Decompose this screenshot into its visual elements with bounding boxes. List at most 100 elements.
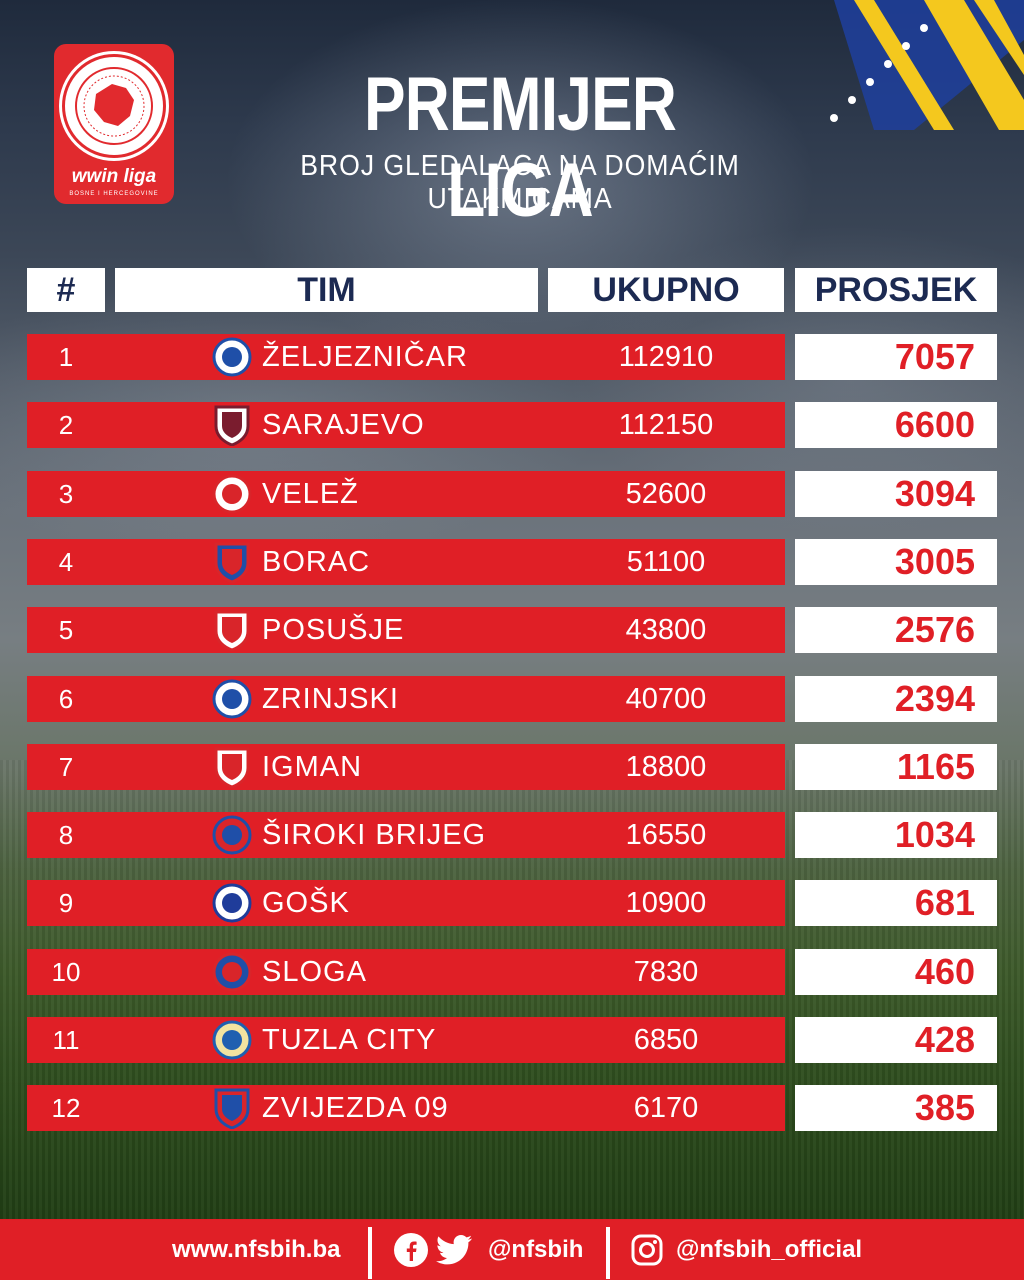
table-row: 9 GOŠK 10900 681 [0, 880, 1024, 926]
zrinjski-crest-icon [210, 677, 254, 721]
rank-cell: 10 [51, 957, 81, 987]
team-cell: ŠIROKI BRIJEG [210, 812, 486, 858]
row-background [27, 949, 785, 995]
page-title: PREMIJER LIGA [363, 62, 677, 233]
column-header-team: TIM [115, 268, 538, 312]
total-cell: 52600 [625, 478, 707, 510]
row-background [27, 471, 785, 517]
average-value: 385 [914, 1087, 975, 1128]
team-name: POSUŠJE [262, 614, 405, 646]
average-value: 428 [914, 1019, 975, 1060]
average-cell: 460 [795, 949, 997, 995]
rank-cell: 12 [51, 1093, 81, 1123]
posusje-crest-icon [210, 608, 254, 652]
table-row: 4 BORAC 51100 3005 [0, 539, 1024, 585]
footer-divider [368, 1227, 372, 1279]
average-cell: 6600 [795, 402, 997, 448]
logo-wordmark: wwin liga [71, 166, 157, 187]
row-background [27, 1017, 785, 1063]
average-cell: 681 [795, 880, 997, 926]
team-cell: IGMAN [210, 744, 362, 790]
team-name: IGMAN [262, 751, 363, 783]
team-name: ZRINJSKI [262, 683, 399, 715]
team-name: BORAC [262, 546, 371, 578]
average-cell: 7057 [795, 334, 997, 380]
average-value: 2576 [894, 609, 975, 650]
rank-cell: 6 [58, 684, 74, 714]
twitter-icon[interactable] [434, 1233, 474, 1267]
row-background [27, 607, 785, 653]
average-cell: 3094 [795, 471, 997, 517]
team-cell: VELEŽ [210, 471, 359, 517]
total-cell: 6170 [633, 1092, 699, 1124]
average-value: 1165 [896, 746, 975, 787]
average-cell: 385 [795, 1085, 997, 1131]
row-background [27, 676, 785, 722]
instagram-icon[interactable] [630, 1233, 664, 1267]
table-row: 7 IGMAN 18800 1165 [0, 744, 1024, 790]
team-name: SLOGA [262, 956, 367, 988]
table-row: 6 ZRINJSKI 40700 2394 [0, 676, 1024, 722]
total-cell: 40700 [625, 683, 707, 715]
igman-crest-icon [210, 745, 254, 789]
column-header-rank: # [27, 268, 105, 312]
total-cell: 112910 [618, 341, 714, 373]
team-name: ZVIJEZDA 09 [262, 1092, 449, 1124]
average-value: 2394 [894, 678, 975, 719]
team-cell: GOŠK [210, 880, 350, 926]
sarajevo-crest-icon [210, 403, 254, 447]
row-background [27, 334, 785, 380]
instagram-handle[interactable]: @nfsbih_official [676, 1236, 863, 1263]
total-cell: 112150 [618, 409, 714, 441]
average-cell: 3005 [795, 539, 997, 585]
league-emblem-icon [62, 54, 166, 158]
team-name: TUZLA CITY [262, 1024, 437, 1056]
column-header-average: PROSJEK [795, 268, 997, 312]
flag-decoration [830, 0, 1024, 130]
table-row: 11 TUZLA CITY 6850 428 [0, 1017, 1024, 1063]
average-cell: 428 [795, 1017, 997, 1063]
footer-divider [606, 1227, 610, 1279]
social-links: @nfsbih [394, 1219, 583, 1280]
rank-cell: 5 [58, 615, 74, 645]
average-cell: 2394 [795, 676, 997, 722]
rank-cell: 8 [58, 820, 74, 850]
team-cell: ZRINJSKI [210, 676, 399, 722]
borac-crest-icon [210, 540, 254, 584]
column-header-total: UKUPNO [548, 268, 784, 312]
total-cell: 10900 [625, 887, 707, 919]
team-cell: ZVIJEZDA 09 [210, 1085, 449, 1131]
logo-subtext: BOSNE I HERCEGOVINE [69, 191, 159, 197]
team-name: VELEŽ [262, 478, 359, 510]
table-row: 2 SARAJEVO 112150 6600 [0, 402, 1024, 448]
row-background [27, 812, 785, 858]
social-handle[interactable]: @nfsbih [488, 1236, 584, 1263]
total-cell: 51100 [626, 546, 706, 578]
page-subtitle: BROJ GLEDALACA NA DOMAĆIM UTAKMICAMA [300, 150, 740, 215]
total-cell: 7830 [633, 956, 699, 988]
average-cell: 1034 [795, 812, 997, 858]
rank-cell: 2 [58, 410, 74, 440]
team-name: GOŠK [262, 887, 350, 919]
average-value: 7057 [894, 336, 975, 377]
sloga-crest-icon [210, 950, 254, 994]
rank-cell: 9 [58, 888, 74, 918]
average-value: 460 [914, 951, 975, 992]
team-name: ŽELJEZNIČAR [262, 341, 468, 373]
team-cell: POSUŠJE [210, 607, 404, 653]
average-value: 3005 [894, 541, 975, 582]
zeljeznicar-crest-icon [210, 335, 254, 379]
website-link[interactable]: www.nfsbih.ba [172, 1236, 341, 1263]
team-cell: SLOGA [210, 949, 367, 995]
table-row: 8 ŠIROKI BRIJEG 16550 1034 [0, 812, 1024, 858]
table-row: 5 POSUŠJE 43800 2576 [0, 607, 1024, 653]
table-row: 10 SLOGA 7830 460 [0, 949, 1024, 995]
rank-cell: 4 [58, 547, 74, 577]
row-background [27, 539, 785, 585]
league-logo: wwin liga BOSNE I HERCEGOVINE [54, 44, 174, 204]
facebook-icon[interactable] [394, 1232, 428, 1267]
row-background [27, 1085, 785, 1131]
average-value: 1034 [894, 814, 975, 855]
table-row: 1 ŽELJEZNIČAR 112910 7057 [0, 334, 1024, 380]
team-cell: ŽELJEZNIČAR [210, 334, 468, 380]
